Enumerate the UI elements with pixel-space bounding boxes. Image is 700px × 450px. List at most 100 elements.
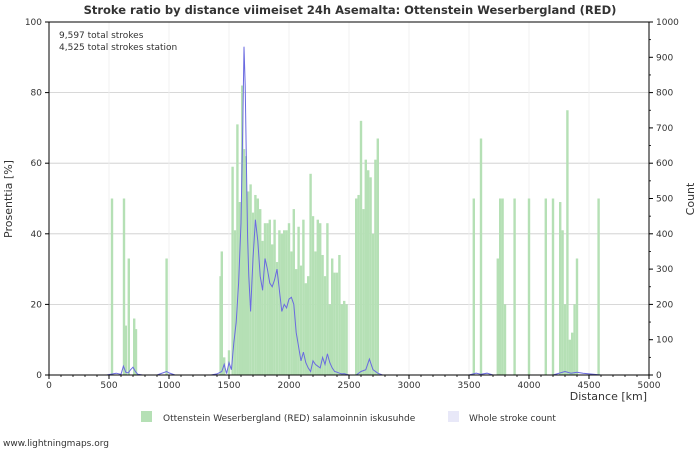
y-axis-right: 0 100 200 300 400 500 600 700 800 900 1000 [649, 18, 679, 381]
ratio-bar [563, 304, 567, 375]
y-left-tick-label: 80 [31, 89, 43, 99]
ratio-bar [513, 198, 516, 375]
y-right-tick-label: 300 [656, 265, 673, 275]
legend-label-count: Whole stroke count [469, 414, 556, 424]
y-right-tick-label: 600 [656, 159, 673, 169]
ratio-bar [359, 120, 363, 375]
y-left-tick-label: 0 [36, 371, 42, 381]
x-tick-label: 3000 [398, 381, 421, 391]
ratio-bar [233, 230, 237, 375]
y-left-tick-label: 20 [31, 300, 43, 310]
ratio-bar [295, 269, 298, 375]
ratio-bar [283, 230, 286, 375]
ratio-bar [479, 138, 483, 375]
ratio-bar [231, 166, 234, 375]
ratio-bar [561, 230, 564, 375]
ratio-bar [311, 216, 315, 375]
ratio-bar [362, 209, 365, 375]
y-right-tick-label: 800 [656, 89, 673, 99]
ratio-bar [376, 138, 379, 375]
ratio-bar [355, 198, 358, 375]
ratio-bar [571, 332, 574, 375]
ratio-bar [321, 254, 324, 375]
ratio-bar [249, 184, 252, 375]
ratio-bar [127, 258, 130, 375]
x-tick-label: 500 [100, 381, 117, 391]
ratio-bar [597, 198, 600, 375]
ratio-bar [297, 226, 300, 375]
ratio-bar [343, 300, 346, 375]
ratio-bar [263, 223, 267, 375]
y-right-tick-label: 0 [656, 371, 662, 381]
ratio-bar [314, 251, 317, 375]
ratio-bar [244, 156, 247, 375]
grid [49, 22, 649, 375]
ratio-bar [316, 219, 319, 375]
ratio-bar [335, 272, 339, 375]
ratio-bar [302, 219, 305, 375]
ratio-bar [124, 325, 127, 375]
legend-swatch-ratio [141, 411, 152, 422]
ratio-bar [568, 339, 571, 375]
ratio-bar [220, 251, 223, 375]
ratio-bar [573, 304, 576, 375]
ratio-bar [278, 230, 281, 375]
y-left-tick-label: 40 [31, 230, 43, 240]
ratio-bar [575, 258, 579, 375]
x-tick-label: 1000 [158, 381, 181, 391]
x-tick-label: 4000 [518, 381, 541, 391]
ratio-bar [122, 198, 126, 375]
ratio-bar [371, 233, 375, 375]
ratio-bar [292, 209, 295, 375]
ratio-bar [503, 304, 507, 375]
ratio-bar [357, 194, 360, 375]
x-tick-label: 2500 [338, 381, 361, 391]
ratio-bar [345, 304, 348, 375]
ratio-bar [527, 198, 531, 375]
ratio-bar [331, 258, 334, 375]
ratio-bar [364, 159, 367, 375]
ratio-bar [304, 283, 307, 375]
ratio-bar [374, 159, 377, 375]
y-right-tick-label: 700 [656, 124, 673, 134]
ratio-bar [566, 110, 569, 375]
ratio-bar [266, 223, 269, 375]
y-right-tick-label: 500 [656, 195, 673, 205]
annotation-station-strokes: 4,525 total strokes station [59, 43, 177, 53]
ratio-bar [238, 202, 241, 375]
ratio-bar [551, 198, 555, 375]
ratio-bar [110, 198, 114, 375]
ratio-bar [219, 276, 222, 375]
ratio-bar [280, 233, 283, 375]
y-left-tick-label: 100 [25, 18, 42, 28]
ratio-bar [242, 149, 246, 375]
ratio-bar [134, 329, 138, 375]
ratio-bar [241, 85, 244, 375]
watermark: www.lightningmaps.org [3, 439, 109, 449]
legend-swatch-count [448, 411, 459, 422]
y-right-tick-label: 100 [656, 336, 673, 346]
y-right-tick-label: 900 [656, 53, 673, 63]
y-axis-right-label: Count [684, 182, 697, 215]
legend: Ottenstein Weserbergland (RED) salamoinn… [141, 411, 556, 424]
ratio-bar [285, 230, 288, 375]
ratio-bar [496, 258, 499, 375]
x-axis: 0 500 1000 1500 2000 2500 3000 3500 4000 4500 5000 [46, 375, 661, 391]
y-axis-left: 0 20 40 60 80 100 [25, 18, 49, 381]
ratio-bar [501, 198, 504, 375]
x-tick-label: 5000 [638, 381, 661, 391]
ratio-bar [367, 170, 370, 375]
ratio-bar [256, 198, 259, 375]
x-tick-label: 4500 [578, 381, 601, 391]
ratio-bar [340, 304, 343, 375]
ratio-bar [333, 272, 336, 375]
y-right-tick-label: 200 [656, 300, 673, 310]
ratio-bar [309, 173, 312, 375]
ratio-bar [165, 258, 168, 375]
ratio-bar [273, 219, 276, 375]
ratio-bar [559, 202, 562, 375]
ratio-bar [499, 198, 502, 375]
ratio-bar [133, 318, 136, 375]
ratio-bar [544, 198, 547, 375]
